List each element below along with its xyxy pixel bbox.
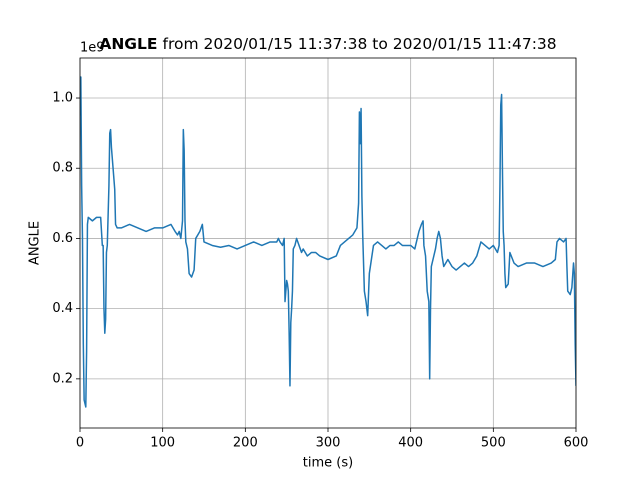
y-tick-label: 0.4 <box>52 301 73 316</box>
title-rest: from 2020/01/15 11:37:38 to 2020/01/15 1… <box>162 35 556 53</box>
y-tick-label: 1.0 <box>52 91 73 106</box>
x-tick-label: 0 <box>76 436 84 451</box>
x-tick-label: 100 <box>150 436 175 451</box>
plot-frame <box>79 57 577 429</box>
x-tick-label: 500 <box>481 436 506 451</box>
y-axis-label: ANGLE <box>28 221 43 265</box>
title-bold: ANGLE <box>99 35 157 53</box>
y-tick-label: 0.6 <box>52 231 73 246</box>
x-axis-label: time (s) <box>303 456 353 471</box>
x-tick-label: 200 <box>233 436 258 451</box>
data-line <box>80 76 576 408</box>
x-tick-label: 300 <box>316 436 341 451</box>
y-tick-label: 0.8 <box>52 161 73 176</box>
y-offset-label: 1e9 <box>80 41 105 56</box>
chart-title: ANGLE from 2020/01/15 11:37:38 to 2020/01… <box>99 35 556 53</box>
x-tick-label: 600 <box>564 436 589 451</box>
y-tick-label: 0.2 <box>52 371 73 386</box>
x-tick-label: 400 <box>398 436 423 451</box>
